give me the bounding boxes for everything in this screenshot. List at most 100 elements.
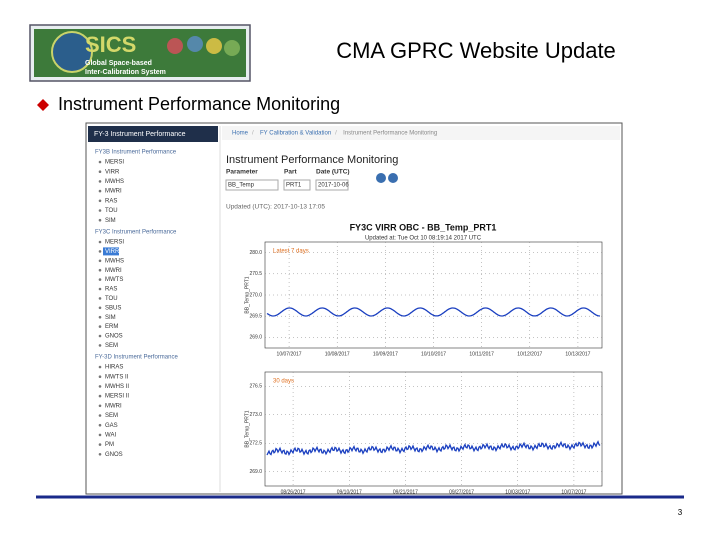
- x-tick-label: 10/11/2017: [469, 351, 494, 357]
- sidebar-bullet: [98, 375, 102, 379]
- sidebar-bullet: [98, 189, 102, 193]
- sidebar-item[interactable]: MWRI: [105, 403, 122, 409]
- sidebar-item[interactable]: SEM: [105, 343, 118, 349]
- sidebar-item[interactable]: RAS: [105, 198, 117, 204]
- y-axis-label: BB_Temp_PRT1: [244, 276, 250, 313]
- sidebar-item[interactable]: RAS: [105, 287, 117, 293]
- x-tick-label: 09/10/2017: [337, 489, 362, 495]
- sidebar-item[interactable]: SIM: [105, 218, 116, 224]
- sidebar-item[interactable]: MWHS: [105, 258, 124, 264]
- x-tick-label: 08/26/2017: [281, 489, 306, 495]
- sidebar-item[interactable]: TOU: [105, 296, 118, 302]
- logo-text: Inter-Calibration System: [85, 69, 166, 76]
- sidebar-bullet: [98, 268, 102, 272]
- sidebar-item[interactable]: MWTS II: [105, 374, 129, 380]
- sidebar-item[interactable]: ERM: [105, 324, 118, 330]
- sidebar-bullet: [98, 433, 102, 437]
- next-button[interactable]: [388, 173, 398, 183]
- sidebar-item[interactable]: VIRR: [105, 169, 120, 175]
- sidebar-group-title: FY3B Instrument Performance: [95, 150, 177, 156]
- sidebar-item[interactable]: MWTS: [105, 277, 123, 283]
- sidebar-bullet: [98, 250, 102, 253]
- x-tick-label: 10/07/2017: [561, 489, 586, 495]
- prev-button[interactable]: [376, 173, 386, 183]
- form-label: Date (UTC): [316, 169, 350, 176]
- sidebar-title: FY-3 Instrument Performance: [94, 131, 186, 138]
- breadcrumb-item: Instrument Performance Monitoring: [343, 131, 437, 137]
- page-number: 3: [678, 508, 683, 517]
- sidebar-item[interactable]: SBUS: [105, 305, 121, 311]
- sidebar-item[interactable]: TOU: [105, 208, 118, 214]
- sidebar-bullet: [98, 423, 102, 427]
- sidebar-item[interactable]: GNOS: [105, 452, 123, 458]
- sidebar-bullet: [98, 160, 102, 164]
- logo-satellites: [167, 36, 240, 56]
- sidebar-item[interactable]: MWHS: [105, 179, 124, 185]
- logo-globe: [51, 31, 93, 73]
- sidebar-item[interactable]: MERSI II: [105, 394, 129, 400]
- plot-trace: [266, 440, 601, 457]
- plot-area: [264, 371, 603, 487]
- sidebar-bullet: [98, 170, 102, 173]
- sidebar-bullet: [98, 385, 102, 388]
- sidebar-bullet: [98, 344, 102, 347]
- sidebar-bullet: [98, 259, 102, 263]
- y-tick-label: 276.5: [249, 384, 262, 390]
- sidebar-group-title: FY-3D Instrument Performance: [95, 355, 178, 361]
- sidebar-group-title: FY3C Instrument Performance: [95, 230, 177, 236]
- sidebar-item[interactable]: GNOS: [105, 334, 123, 340]
- form-value: BB_Temp: [228, 183, 255, 189]
- x-tick-label: 10/09/2017: [373, 351, 398, 357]
- breadcrumb-sep: /: [252, 131, 254, 137]
- sidebar-item[interactable]: MWHS II: [105, 384, 129, 390]
- x-tick-label: 10/13/2017: [565, 351, 590, 357]
- sidebar-bullet: [98, 306, 102, 310]
- sidebar-item[interactable]: PM: [105, 442, 114, 448]
- y-tick-label: 270.0: [249, 292, 262, 298]
- x-tick-label: 10/07/2017: [277, 351, 302, 357]
- sidebar-bullet: [98, 209, 102, 212]
- y-tick-label: 269.0: [249, 469, 262, 475]
- panel-label: Latest 7 days: [273, 249, 309, 255]
- sidebar-item[interactable]: SEM: [105, 413, 118, 419]
- sidebar-item[interactable]: MERSI: [105, 240, 124, 246]
- updated-text: Updated (UTC): 2017-10-13 17:05: [226, 204, 325, 211]
- sidebar-bullet: [98, 218, 102, 222]
- breadcrumb-sep: /: [335, 131, 337, 137]
- y-tick-label: 270.5: [249, 271, 262, 277]
- bullet-icon: [37, 99, 49, 111]
- x-tick-label: 10/03/2017: [505, 489, 530, 495]
- plot-subtitle: Updated at: Tue Oct 10 08:19:14 2017 UTC: [365, 236, 482, 242]
- y-tick-label: 269.5: [249, 314, 262, 320]
- logo-text: Global Space-based: [85, 60, 152, 67]
- sidebar-bullet: [98, 443, 102, 446]
- sidebar-item[interactable]: WAI: [105, 432, 116, 438]
- sidebar-item[interactable]: GAS: [105, 423, 118, 429]
- x-tick-label: 10/12/2017: [517, 351, 542, 357]
- sidebar-item[interactable]: SIM: [105, 315, 116, 321]
- sidebar-bullet: [98, 394, 102, 398]
- y-axis-label: BB_Temp_PRT1: [244, 410, 250, 447]
- x-tick-label: 10/08/2017: [325, 351, 350, 357]
- form-field[interactable]: [283, 179, 311, 191]
- form-label: Parameter: [226, 169, 258, 176]
- sidebar-item[interactable]: HIRAS: [105, 365, 123, 371]
- breadcrumb-item[interactable]: FY Calibration & Validation: [260, 131, 331, 137]
- y-tick-label: 272.5: [249, 441, 262, 447]
- sidebar-bullet: [98, 404, 102, 408]
- form-field[interactable]: [225, 179, 279, 191]
- sidebar-item[interactable]: MWRI: [105, 189, 122, 195]
- x-tick-label: 09/27/2017: [449, 489, 474, 495]
- sidebar-bullet: [98, 199, 102, 203]
- breadcrumb-item[interactable]: Home: [232, 131, 249, 137]
- form-field[interactable]: [315, 179, 349, 191]
- y-tick-label: 280.0: [249, 250, 262, 256]
- sidebar-selected: [103, 247, 119, 256]
- form-label: Part: [284, 169, 297, 176]
- form-value: PRT1: [286, 183, 302, 189]
- sidebar-item[interactable]: MERSI: [105, 160, 124, 166]
- plot-trace: [266, 307, 601, 317]
- sidebar-item[interactable]: MWRI: [105, 268, 122, 274]
- sidebar-item[interactable]: VIRR: [105, 249, 120, 255]
